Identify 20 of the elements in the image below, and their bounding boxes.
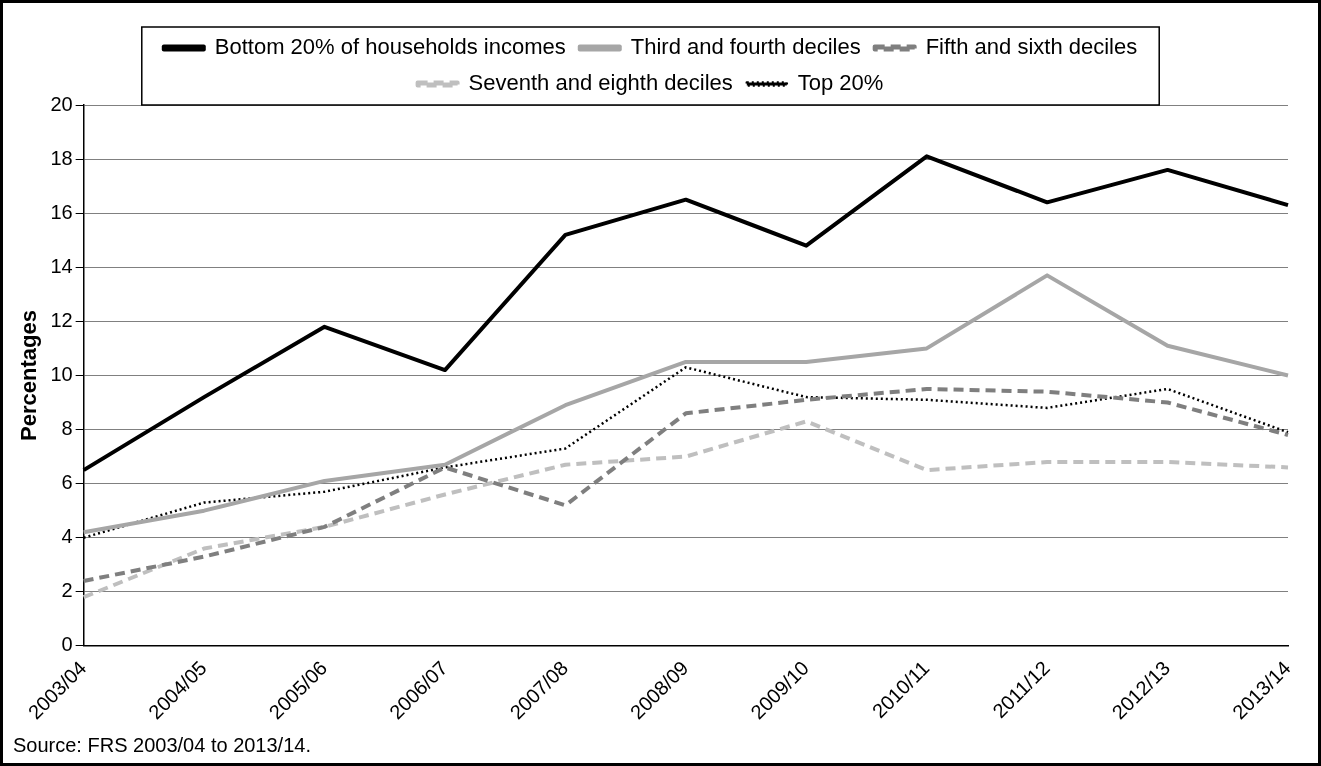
source-note: Source: FRS 2003/04 to 2013/14. (13, 734, 311, 757)
y-axis-title: Percentages (16, 310, 42, 441)
y-tick-label: 0 (61, 633, 73, 656)
y-tick-label: 8 (61, 417, 73, 440)
y-tick-label: 14 (50, 254, 73, 277)
legend-label: Top 20% (797, 70, 884, 96)
legend-label: Bottom 20% of households incomes (214, 34, 566, 60)
y-tick-label: 2 (61, 579, 73, 602)
y-tick-label: 20 (50, 92, 73, 115)
legend-label: Fifth and sixth deciles (925, 34, 1138, 60)
legend-label: Third and fourth deciles (630, 34, 861, 60)
legend-label: Seventh and eighth deciles (468, 70, 733, 96)
y-tick-label: 10 (50, 362, 73, 385)
y-tick-label: 16 (50, 200, 73, 223)
y-tick-label: 4 (61, 525, 73, 548)
y-tick-label: 6 (61, 471, 73, 494)
y-tick-label: 12 (50, 308, 73, 331)
line-series (81, 419, 1290, 600)
line-series (81, 386, 1290, 583)
y-tick-label: 18 (50, 146, 73, 169)
